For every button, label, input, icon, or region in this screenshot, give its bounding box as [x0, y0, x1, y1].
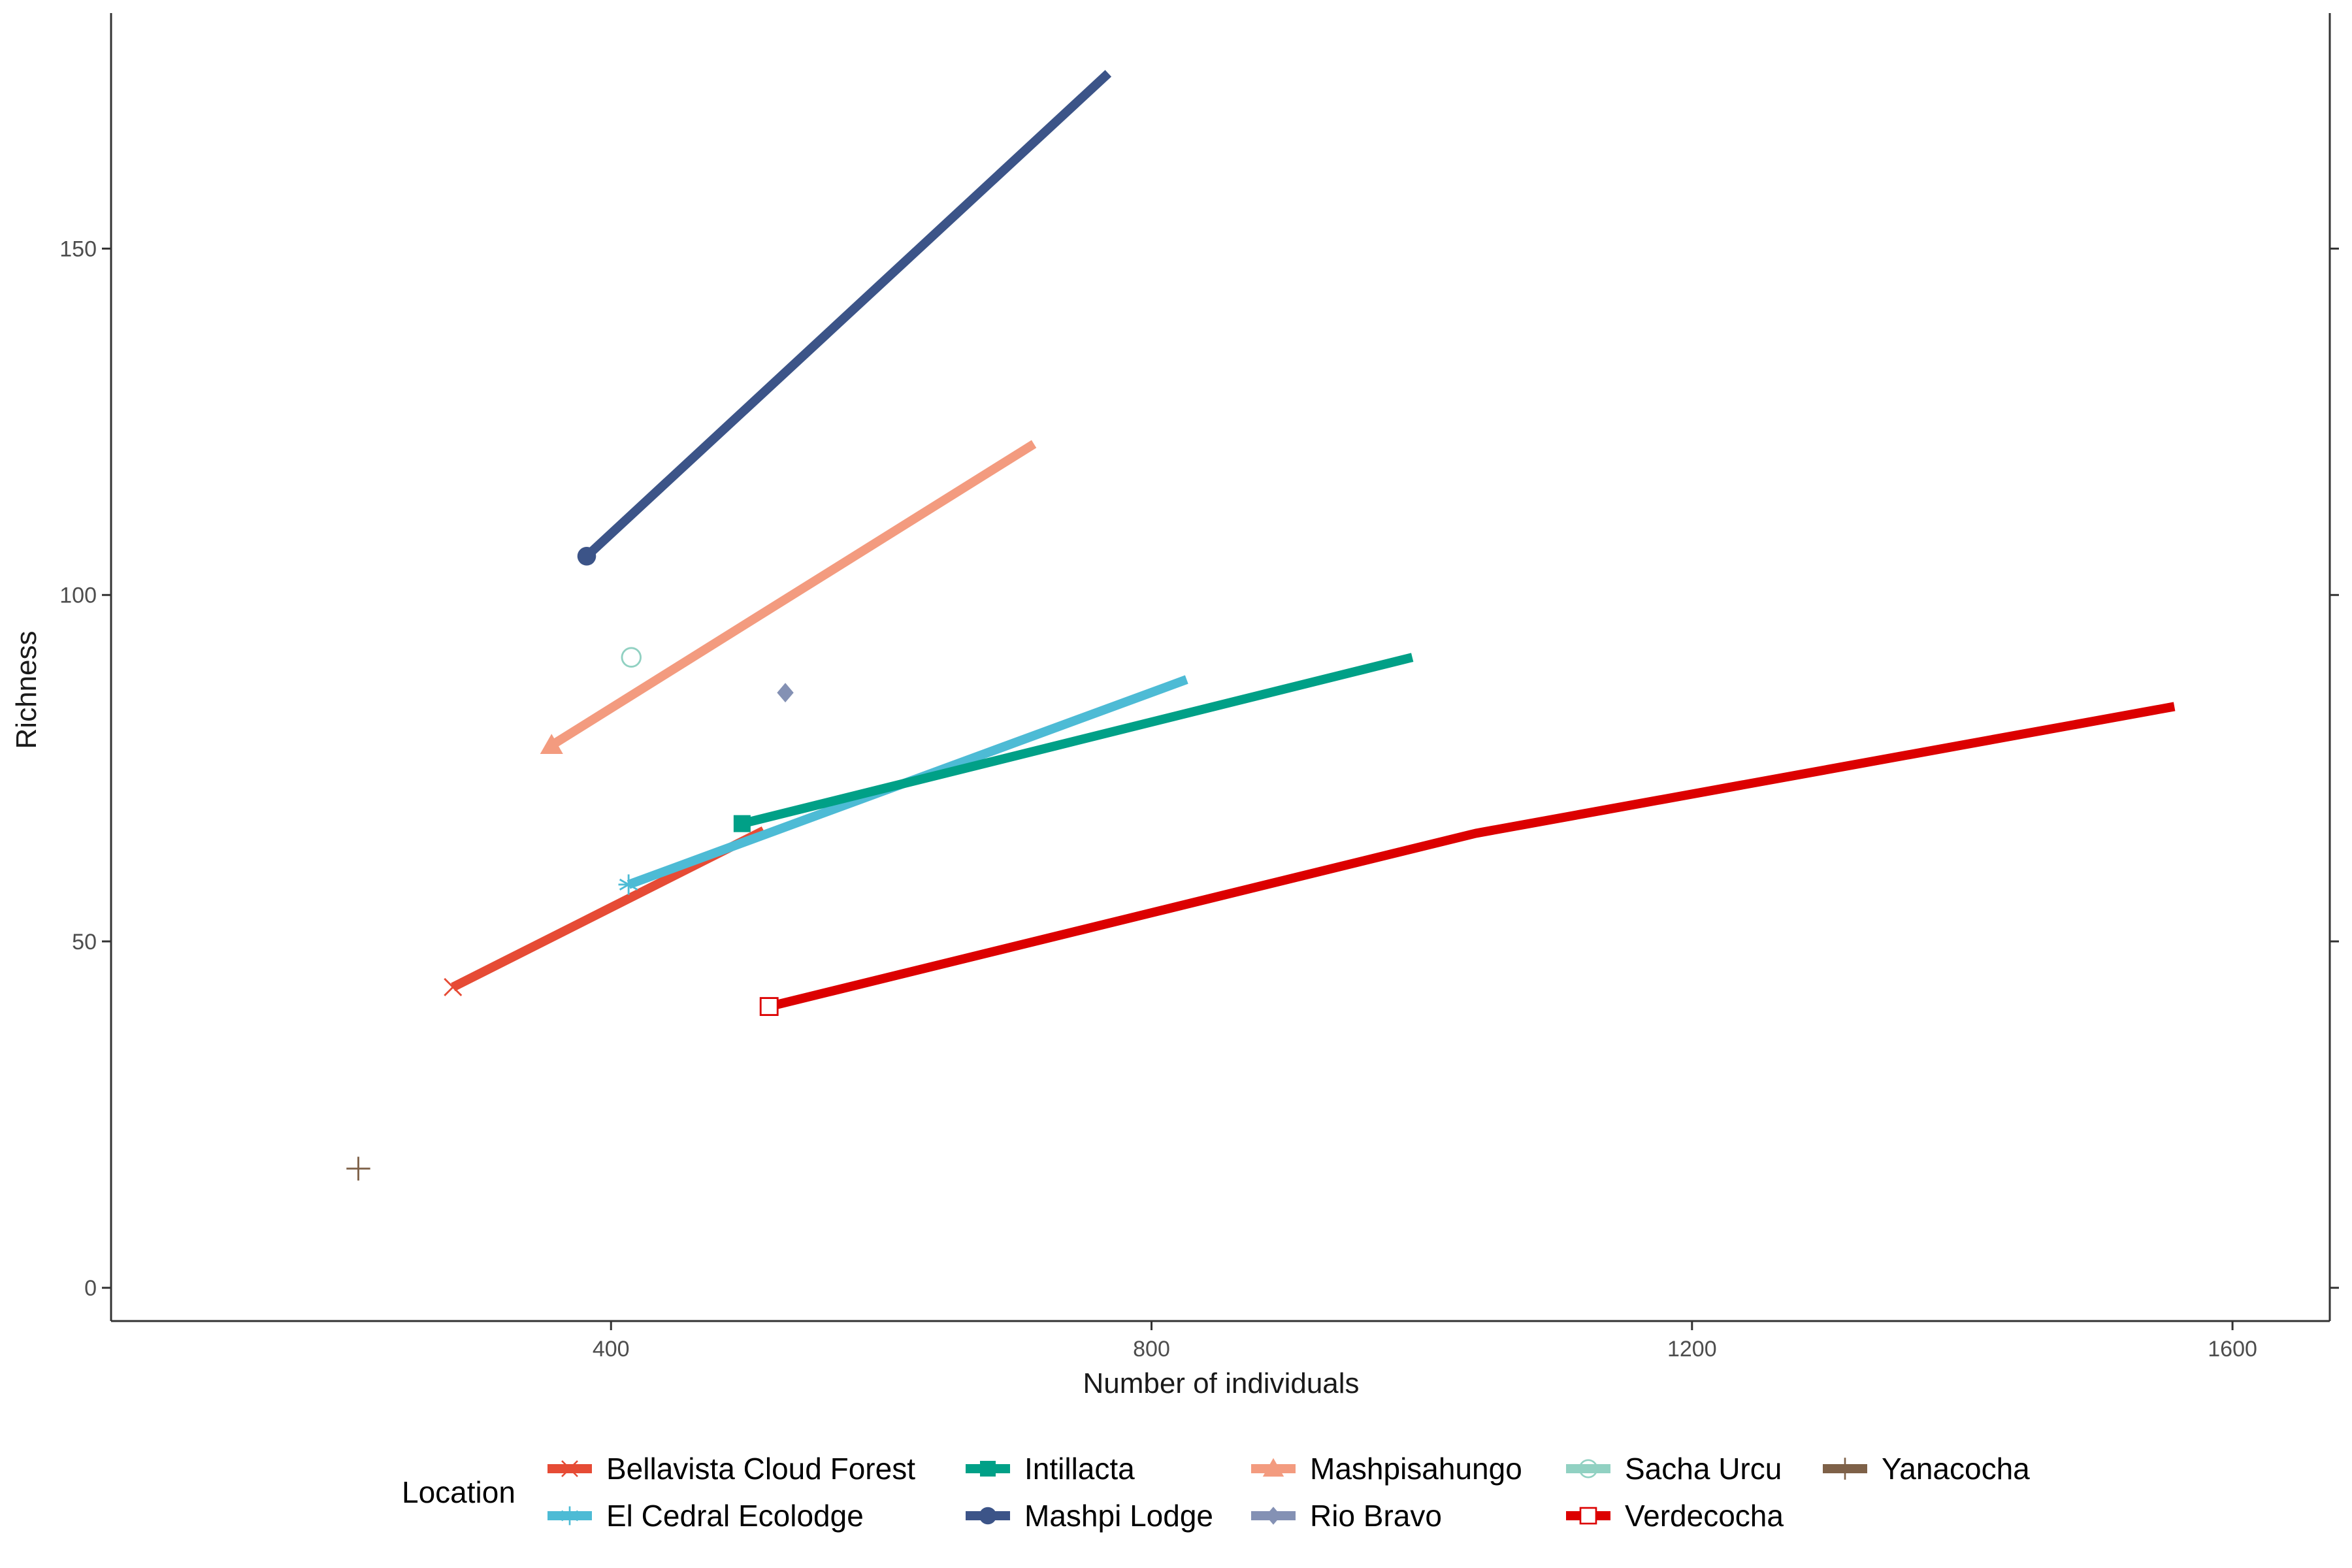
series-line-mashpisahungo: [549, 440, 1037, 749]
legend-item-intillacta: Intillacta: [966, 1452, 1135, 1486]
legend-label: El Cedral Ecolodge: [606, 1499, 864, 1533]
data-point-rio-bravo: [777, 683, 794, 703]
legend-key-marker: [1834, 1458, 1856, 1480]
data-point-sacha-urcu: [621, 647, 642, 668]
y-tick-label: 100: [59, 583, 97, 608]
legend-item-mashpisahungo: Mashpisahungo: [1251, 1452, 1522, 1486]
legend-label: Yanacocha: [1882, 1452, 2030, 1486]
data-point-mashpi-lodge: [577, 547, 596, 566]
legend-title: Location: [402, 1475, 515, 1509]
x-tick-label: 400: [593, 1337, 630, 1362]
legend-label: Intillacta: [1024, 1452, 1135, 1486]
axes: 400 800 1200 1600 0 50 100 150: [59, 13, 2339, 1362]
legend-key-marker: [1266, 1507, 1281, 1525]
legend-item-yanacocha: Yanacocha: [1823, 1452, 2030, 1486]
legend-key-marker: [561, 1460, 578, 1477]
plot-area: 400 800 1200 1600 0 50 100 150: [59, 13, 2339, 1362]
y-axis-title: Richness: [10, 631, 42, 749]
legend: Location Bellavista Cloud Forest El Cedra…: [402, 1452, 2030, 1533]
y-tick-label: 150: [59, 237, 97, 262]
series-line-mashpi-lodge: [583, 70, 1112, 560]
y-tick-label: 0: [84, 1276, 97, 1301]
legend-key-marker: [1578, 1459, 1598, 1478]
legend-label: Mashpisahungo: [1310, 1452, 1522, 1486]
legend-item-bellavista-cloud-forest: Bellavista Cloud Forest: [547, 1452, 915, 1486]
series-line-intillacta: [741, 653, 1414, 828]
legend-key-marker: [560, 1506, 580, 1526]
legend-key-marker: [980, 1461, 996, 1477]
legend-item-sacha-urcu: Sacha Urcu: [1566, 1452, 1782, 1486]
data-point-bellavista-cloud-forest: [444, 977, 463, 996]
series-lines: [451, 70, 2176, 1011]
data-point-yanacocha: [346, 1156, 370, 1181]
legend-key-marker: [1262, 1458, 1284, 1477]
x-tick-label: 1200: [1667, 1337, 1717, 1362]
x-tick-label: 1600: [2208, 1337, 2257, 1362]
data-point-mashpisahungo: [540, 734, 563, 754]
data-point-el-cedral-ecolodge: [618, 874, 639, 895]
legend-key-marker: [979, 1507, 997, 1525]
series-line-verdecocha: [768, 702, 2176, 1011]
legend-item-mashpi-lodge: Mashpi Lodge: [966, 1499, 1213, 1533]
legend-label: Verdecocha: [1625, 1499, 1784, 1533]
legend-label: Sacha Urcu: [1625, 1452, 1782, 1486]
legend-item-el-cedral-ecolodge: El Cedral Ecolodge: [547, 1499, 864, 1533]
legend-label: Mashpi Lodge: [1024, 1499, 1213, 1533]
x-axis-title: Number of individuals: [1083, 1367, 1359, 1399]
legend-label: Rio Bravo: [1310, 1499, 1442, 1533]
legend-item-rio-bravo: Rio Bravo: [1251, 1499, 1442, 1533]
data-point-intillacta: [733, 815, 751, 832]
legend-key-marker: [1579, 1507, 1597, 1525]
x-tick-label: 800: [1133, 1337, 1170, 1362]
data-point-verdecocha: [759, 997, 779, 1017]
legend-item-verdecocha: Verdecocha: [1566, 1499, 1784, 1533]
series-markers: [346, 547, 794, 1181]
legend-label: Bellavista Cloud Forest: [606, 1452, 915, 1486]
y-tick-label: 50: [72, 930, 97, 955]
